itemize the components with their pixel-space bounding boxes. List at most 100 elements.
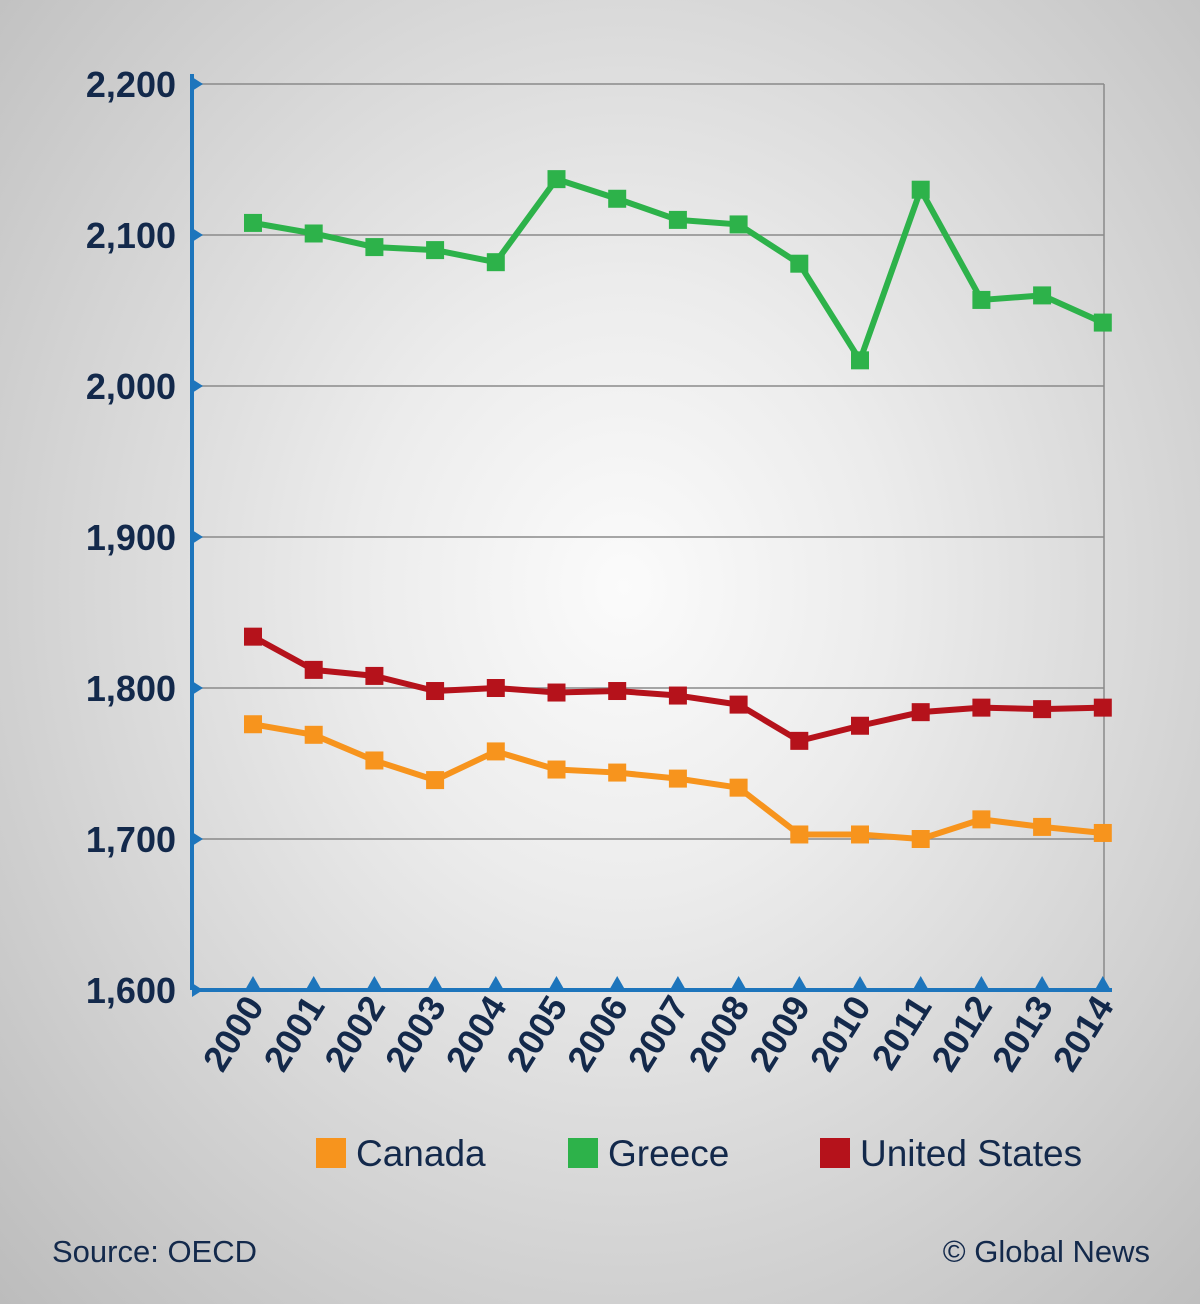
data-point-greece [972,290,991,309]
credit-note: © Global News [943,1234,1150,1269]
data-point-greece [1093,313,1112,332]
data-point-united-states [608,682,627,701]
data-point-canada [547,760,566,779]
legend-swatch-greece [568,1138,598,1168]
x-tick-label: 2010 [802,989,879,1079]
series-line-greece [252,176,1105,364]
data-point-united-states [304,660,323,679]
x-tick-marker-2008 [730,976,747,990]
data-point-united-states [668,686,687,705]
x-tick-marker-2007 [669,976,686,990]
data-point-greece [547,170,566,189]
x-tick-marker-2012 [973,976,990,990]
data-point-greece [304,224,323,243]
series-canada [244,715,1112,848]
x-tick-label: 2011 [863,989,939,1077]
data-point-greece [365,238,384,257]
y-tick-label: 2,000 [86,366,176,407]
data-point-united-states [426,682,445,701]
y-tick-marker-2200 [192,77,203,91]
y-tick-label: 2,200 [86,64,176,105]
data-point-united-states [790,731,809,750]
y-tick-marker-1800 [192,681,203,695]
y-tick-marker-2100 [192,228,203,242]
y-tick-marker-1900 [192,530,203,544]
data-point-united-states [729,695,748,714]
data-point-canada [1033,817,1052,836]
data-point-united-states [1033,700,1052,719]
data-point-united-states [1093,698,1112,717]
y-tick-label: 1,600 [86,970,176,1011]
data-point-united-states [244,627,262,646]
x-tick-marker-2001 [305,976,322,990]
data-point-greece [851,351,869,370]
data-point-united-states [547,683,566,702]
legend-swatch-canada [316,1138,346,1168]
legend-label-united-states: United States [860,1133,1082,1174]
x-tick-marker-2014 [1094,976,1111,990]
data-point-greece [1033,286,1052,305]
data-point-greece [426,241,445,260]
x-tick-marker-2004 [487,976,504,990]
x-tick-label: 2001 [255,989,332,1079]
legend-swatch-united-states [820,1138,850,1168]
data-point-greece [244,213,262,232]
legend: Canada Greece United States [316,1133,1082,1174]
data-point-canada [668,769,687,788]
data-point-canada [426,771,445,790]
x-tick-marker-2010 [852,976,868,990]
data-point-canada [608,763,627,782]
data-point-canada [790,825,809,844]
y-tick-label: 2,100 [86,215,176,256]
data-point-greece [486,253,505,272]
x-tick-marker-2005 [548,976,565,990]
x-tick-label: 2004 [437,989,514,1079]
x-tick-label: 2008 [680,989,757,1079]
x-tick-label: 2012 [923,989,1000,1079]
x-tick-marker-2009 [791,976,808,990]
gridlines [192,83,1105,990]
data-point-canada [486,742,505,761]
data-point-canada [972,810,991,829]
series-united-states [244,627,1112,750]
y-tick-marker-1600 [192,983,203,997]
y-tick-label: 1,700 [86,819,176,860]
data-point-greece [668,210,687,229]
x-tick-label: 2006 [559,989,636,1079]
data-point-canada [365,751,384,770]
legend-label-greece: Greece [608,1133,729,1174]
x-tick-label: 2013 [984,989,1061,1079]
data-point-united-states [365,666,384,685]
x-tick-label: 2007 [619,989,696,1079]
data-point-canada [911,830,930,848]
x-tick-label: 2014 [1044,989,1121,1079]
series-lines [244,170,1112,848]
data-point-united-states [851,716,869,735]
y-axis-ticks: 1,600 1,700 1,800 1,900 2,000 2,100 2,200 [86,64,203,1011]
data-point-canada [304,725,323,744]
x-tick-marker-2002 [366,976,383,990]
x-tick-marker-2013 [1034,976,1051,990]
y-tick-label: 1,800 [86,668,176,709]
x-tick-marker-2003 [427,976,444,990]
x-tick-label: 2005 [498,989,575,1079]
data-point-greece [911,180,930,199]
x-tick-label: 2009 [741,989,818,1079]
y-tick-label: 1,900 [86,517,176,558]
x-tick-label: 2002 [316,989,393,1079]
x-tick-marker-2000 [245,976,261,990]
data-point-greece [608,189,627,208]
y-tick-marker-1700 [192,832,203,846]
x-tick-marker-2006 [609,976,626,990]
data-point-canada [729,778,748,797]
y-tick-marker-2000 [192,379,203,393]
data-point-canada [1093,823,1112,842]
data-point-united-states [972,698,991,717]
source-note: Source: OECD [52,1234,257,1269]
series-greece [244,170,1112,370]
data-point-greece [790,254,809,273]
x-tick-label: 2000 [195,989,272,1079]
data-point-united-states [911,703,930,722]
x-tick-marker-2011 [912,976,929,990]
